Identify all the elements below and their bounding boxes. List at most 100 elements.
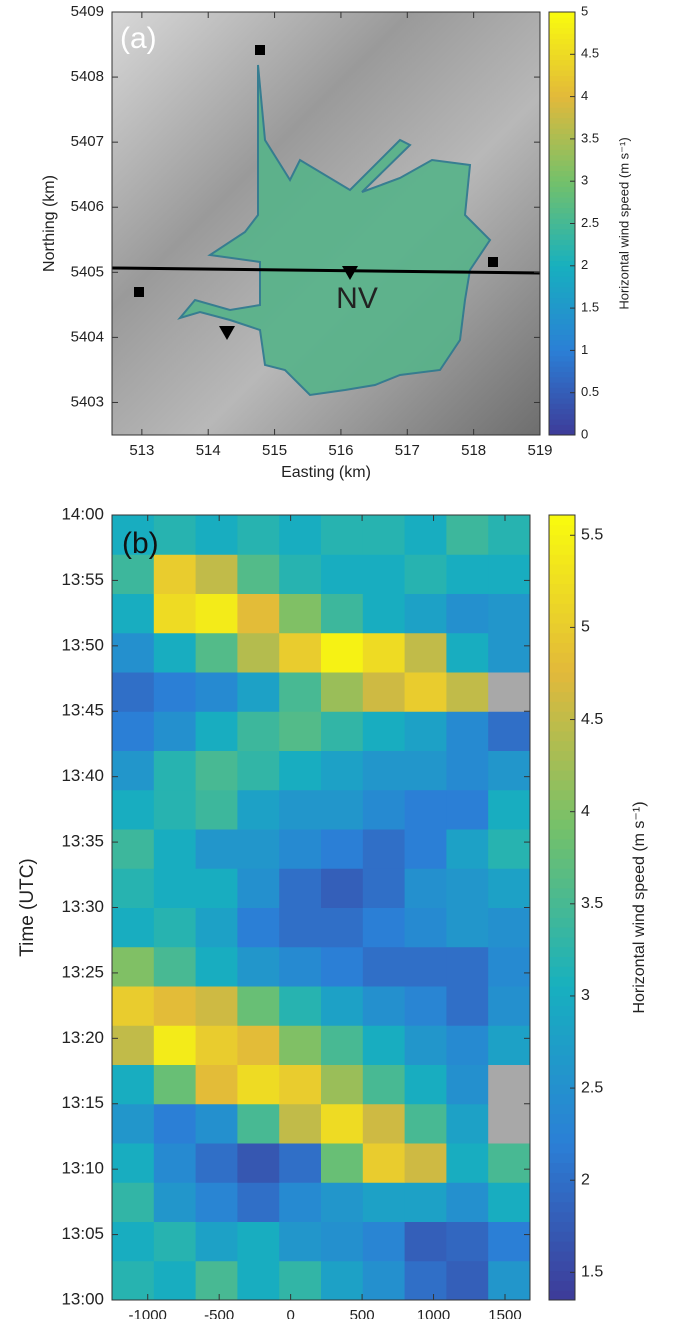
y-tick-label: 5405	[71, 263, 104, 280]
heatmap-cell	[196, 672, 238, 712]
colorbar-step	[549, 1123, 575, 1133]
heatmap-cell	[237, 672, 279, 712]
colorbar-step	[549, 643, 575, 653]
heatmap-cell	[363, 633, 405, 673]
heatmap-cell	[405, 1261, 447, 1301]
heatmap-cell	[446, 1025, 488, 1065]
colorbar-step	[549, 282, 575, 288]
heatmap-cell	[112, 947, 154, 987]
y-tick-label: 13:05	[61, 1224, 104, 1243]
colorbar-step	[549, 770, 575, 780]
heatmap-cell	[321, 633, 363, 673]
y-axis-label: Time (UTC)	[17, 858, 38, 957]
heatmap-cell	[279, 947, 321, 987]
y-tick-label: 5403	[71, 393, 104, 410]
heatmap-cell	[363, 1143, 405, 1183]
heatmap-cells	[112, 515, 531, 1301]
heatmap-cell	[279, 868, 321, 908]
colorbar-step	[549, 398, 575, 404]
colorbar-step	[549, 250, 575, 256]
y-tick-label: 5406	[71, 198, 104, 215]
heatmap-cell	[112, 594, 154, 634]
colorbar-step	[549, 966, 575, 976]
colorbar-step	[549, 33, 575, 39]
heatmap-cell	[237, 515, 279, 555]
colorbar-step	[549, 584, 575, 594]
y-tick-label: 5407	[71, 133, 104, 150]
colorbar-step	[549, 682, 575, 692]
panel-label: (b)	[122, 527, 159, 560]
heatmap-cell	[446, 1182, 488, 1222]
heatmap-cell	[488, 1065, 530, 1105]
colorbar-step	[549, 917, 575, 927]
colorbar-step	[549, 292, 575, 298]
colorbar-step	[549, 181, 575, 187]
colorbar-step	[549, 329, 575, 335]
colorbar-step	[549, 128, 575, 134]
heatmap-cell	[405, 1143, 447, 1183]
colorbar-step	[549, 1084, 575, 1094]
colorbar-step	[549, 54, 575, 60]
heatmap-cell	[488, 986, 530, 1026]
heatmap-cell	[279, 1065, 321, 1105]
heatmap-cell	[237, 554, 279, 594]
colorbar-step	[549, 271, 575, 277]
colorbar-tick-label: 3.5	[581, 130, 599, 145]
heatmap-cell	[405, 829, 447, 869]
colorbar-step	[549, 1015, 575, 1025]
heatmap-cell	[279, 986, 321, 1026]
heatmap-cell	[321, 947, 363, 987]
heatmap-cell	[154, 868, 196, 908]
heatmap-cell	[405, 1065, 447, 1105]
colorbar-step	[549, 1172, 575, 1182]
heatmap-cell	[196, 1143, 238, 1183]
colorbar-tick-label: 3.5	[581, 895, 603, 912]
colorbar-step	[549, 340, 575, 346]
heatmap-cell	[279, 594, 321, 634]
x-tick-label: 514	[196, 442, 221, 459]
heatmap-cell	[488, 1222, 530, 1262]
heatmap-cell	[321, 829, 363, 869]
heatmap-cell	[446, 908, 488, 948]
colorbar-step	[549, 1251, 575, 1261]
heatmap-cell	[279, 908, 321, 948]
colorbar-step	[549, 366, 575, 372]
heatmap-cell	[237, 594, 279, 634]
heatmap-cell	[446, 711, 488, 751]
heatmap-cell	[321, 908, 363, 948]
heatmap-cell	[279, 751, 321, 791]
y-tick-label: 5409	[71, 3, 104, 20]
colorbar-step	[549, 613, 575, 623]
x-tick-label: -500	[204, 1307, 234, 1319]
colorbar-step	[549, 414, 575, 420]
y-tick-label: 13:55	[61, 570, 104, 589]
heatmap-cell	[154, 1222, 196, 1262]
site-marker	[488, 257, 498, 267]
colorbar-tick-label: 1	[581, 342, 588, 357]
colorbar-step	[549, 65, 575, 71]
heatmap-cell	[488, 1182, 530, 1222]
heatmap-cell	[363, 515, 405, 555]
heatmap-cell	[363, 908, 405, 948]
colorbar-step	[549, 350, 575, 356]
panel-label: (a)	[120, 22, 157, 55]
heatmap-cell	[279, 711, 321, 751]
heatmap-cell	[363, 672, 405, 712]
heatmap-cell	[154, 515, 196, 555]
heatmap-cell	[405, 751, 447, 791]
heatmap-cell	[237, 1261, 279, 1301]
heatmap-cell	[405, 554, 447, 594]
colorbar-step	[549, 160, 575, 166]
colorbar-step	[549, 888, 575, 898]
heatmap-cell	[237, 1143, 279, 1183]
colorbar-step	[549, 139, 575, 145]
heatmap-cell	[488, 908, 530, 948]
heatmap-cell	[237, 633, 279, 673]
colorbar-step	[549, 544, 575, 554]
heatmap-cell	[154, 751, 196, 791]
colorbar-step	[549, 574, 575, 584]
colorbar-step	[549, 266, 575, 272]
colorbar-step	[549, 208, 575, 214]
colorbar-step	[549, 224, 575, 230]
colorbar-step	[549, 741, 575, 751]
